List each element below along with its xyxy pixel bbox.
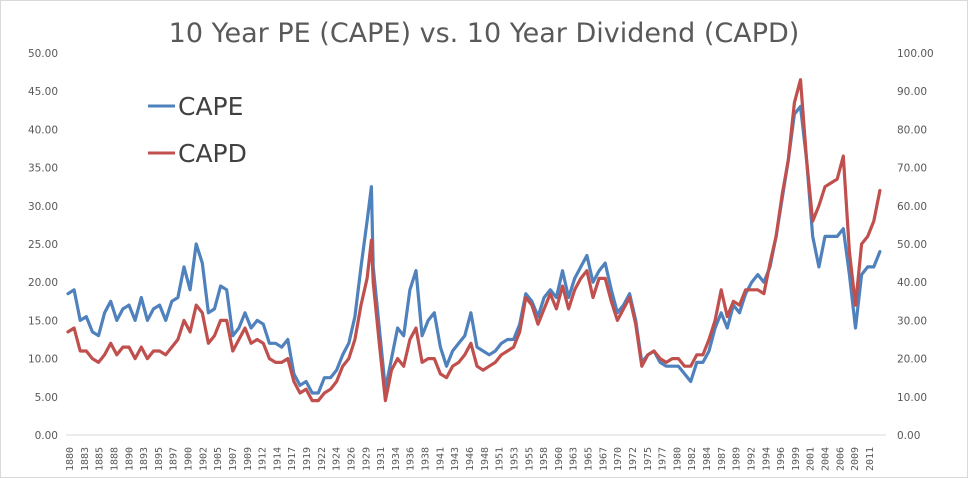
x-tick-label: 1946 — [465, 447, 476, 471]
x-tick-label: 1980 — [672, 447, 683, 471]
x-tick-label: 1996 — [776, 447, 787, 471]
x-tick-label: 2009 — [850, 447, 861, 471]
x-tick-label: 1948 — [480, 447, 491, 471]
series-line-cape — [66, 104, 882, 395]
x-tick-label: 1999 — [791, 447, 802, 471]
x-tick-label: 1926 — [346, 447, 357, 471]
x-tick-label: 1960 — [554, 447, 565, 471]
y-tick-label: 25.00 — [28, 239, 58, 251]
x-tick-label: 2006 — [835, 447, 846, 471]
plot-lines — [66, 78, 882, 403]
x-tick-label: 1953 — [509, 447, 520, 471]
x-tick-label: 1977 — [658, 447, 669, 471]
x-tick-label: 1967 — [598, 447, 609, 471]
legend-label-cape: CAPE — [178, 92, 243, 121]
x-tick-label: 1902 — [198, 447, 209, 471]
x-tick-label: 2004 — [821, 447, 832, 471]
y2-tick-label: 50.00 — [897, 239, 927, 251]
y2-tick-label: 10.00 — [897, 392, 927, 404]
x-tick-label: 1880 — [65, 447, 76, 471]
x-tick-label: 1934 — [391, 447, 402, 471]
x-tick-label: 1919 — [302, 447, 313, 471]
x-tick-label: 1970 — [613, 447, 624, 471]
y-tick-label: 10.00 — [28, 354, 58, 366]
x-tick-label: 1885 — [95, 447, 106, 471]
x-tick-label: 1883 — [80, 447, 91, 471]
x-tick-label: 1931 — [376, 447, 387, 471]
x-tick-label: 1890 — [124, 447, 135, 471]
x-tick-label: 2001 — [806, 447, 817, 471]
x-tick-label: 1972 — [628, 447, 639, 471]
x-tick-label: 1936 — [406, 447, 417, 471]
x-tick-label: 1951 — [495, 447, 506, 471]
x-tick-label: 1943 — [450, 447, 461, 471]
y-tick-label: 5.00 — [35, 392, 58, 404]
x-tick-label: 1917 — [287, 447, 298, 471]
x-tick-label: 1922 — [317, 447, 328, 471]
x-tick-label: 1900 — [184, 447, 195, 471]
y2-tick-label: 80.00 — [897, 124, 927, 136]
x-tick-label: 1929 — [361, 447, 372, 471]
x-tick-label: 2011 — [865, 447, 876, 471]
y2-tick-label: 40.00 — [897, 277, 927, 289]
x-axis: 1880 1883 1885 1888 1890 1893 1895 1897 1900 1902… — [65, 447, 876, 471]
x-tick-label: 1924 — [332, 447, 343, 471]
y-tick-label: 40.00 — [28, 124, 58, 136]
x-tick-label: 1912 — [258, 447, 269, 471]
chart-title: 10 Year PE (CAPE) vs. 10 Year Dividend (… — [169, 18, 800, 49]
x-tick-label: 1893 — [139, 447, 150, 471]
x-tick-label: 1941 — [435, 447, 446, 471]
y-tick-label: 0.00 — [35, 430, 58, 442]
x-tick-label: 1987 — [717, 447, 728, 471]
x-tick-label: 1975 — [643, 447, 654, 471]
x-tick-label: 1909 — [243, 447, 254, 471]
x-tick-label: 1914 — [272, 447, 283, 471]
y2-tick-label: 0.00 — [897, 430, 920, 442]
x-tick-label: 1963 — [569, 447, 580, 471]
x-tick-label: 1958 — [539, 447, 550, 471]
x-tick-label: 1982 — [687, 447, 698, 471]
y-tick-label: 30.00 — [28, 201, 58, 213]
y-axis-right: 0.00 10.00 20.00 30.00 40.00 50.00 60.00 70.00 8… — [897, 48, 934, 442]
x-tick-label: 1965 — [584, 447, 595, 471]
x-tick-label: 1888 — [109, 447, 120, 471]
legend-label-capd: CAPD — [178, 139, 247, 168]
y-axis-left: 0.00 5.00 10.00 15.00 20.00 25.00 30.00 35.00 40… — [28, 48, 58, 442]
y-tick-label: 45.00 — [28, 86, 58, 98]
y2-tick-label: 100.00 — [897, 48, 934, 60]
y2-tick-label: 20.00 — [897, 354, 927, 366]
y-tick-label: 20.00 — [28, 277, 58, 289]
x-tick-label: 1907 — [228, 447, 239, 471]
y2-tick-label: 60.00 — [897, 201, 927, 213]
x-tick-label: 1895 — [154, 447, 165, 471]
y-tick-label: 35.00 — [28, 163, 58, 175]
x-tick-label: 1905 — [213, 447, 224, 471]
x-tick-label: 1994 — [761, 447, 772, 471]
y-tick-label: 50.00 — [28, 48, 58, 60]
y2-tick-label: 90.00 — [897, 86, 927, 98]
y-tick-label: 15.00 — [28, 315, 58, 327]
x-tick-label: 1984 — [702, 447, 713, 471]
legend: CAPE CAPD — [148, 92, 247, 168]
x-tick-label: 1955 — [524, 447, 535, 471]
x-tick-label: 1897 — [169, 447, 180, 471]
x-tick-label: 1989 — [732, 447, 743, 471]
y2-tick-label: 30.00 — [897, 315, 927, 327]
x-tick-label: 1938 — [421, 447, 432, 471]
y2-tick-label: 70.00 — [897, 163, 927, 175]
x-tick-label: 1992 — [746, 447, 757, 471]
series-line-capd — [66, 78, 882, 403]
